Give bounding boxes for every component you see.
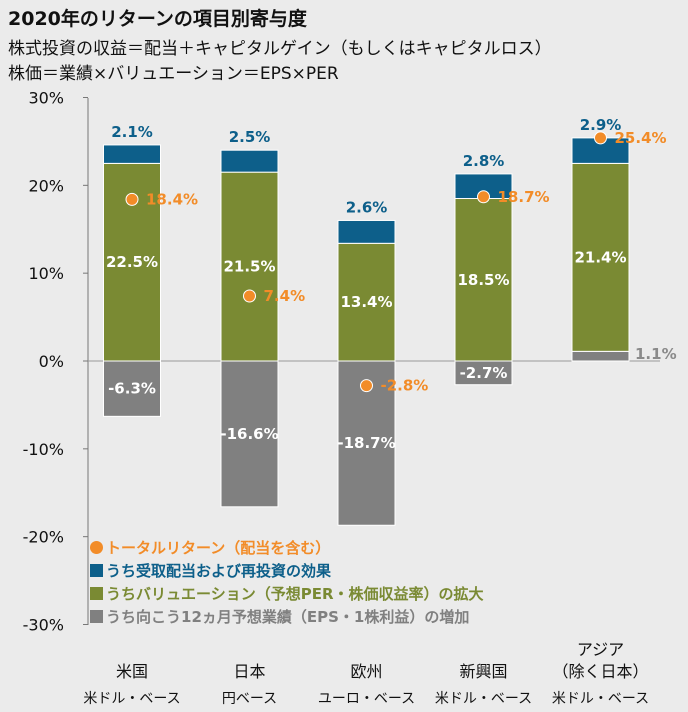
total-return-point [594, 131, 607, 145]
currency-base-label: 米ドル・ベース [551, 691, 650, 707]
label-total: 25.4% [615, 129, 667, 147]
bar-valuation [337, 242, 396, 362]
currency-base-label: 米ドル・ベース [83, 691, 181, 707]
bar-dividend [337, 219, 396, 244]
x-category-label: 新興国 [459, 662, 508, 681]
subtitle-formula-1: 株式投資の収益＝配当＋キャピタルゲイン（もしくはキャピタルロス） [8, 39, 552, 59]
currency-base-label: 円ベース [221, 691, 278, 707]
label-eps: -18.7% [337, 434, 395, 452]
x-category-label: 米国 [115, 662, 148, 681]
y-tick-label: 10% [28, 264, 64, 283]
label-eps: -6.3% [108, 380, 156, 398]
legend-item-total: トータルリターン（配当を含む） [90, 537, 484, 560]
label-total: -2.8% [381, 377, 429, 395]
label-valuation: 21.5% [223, 258, 275, 276]
label-eps: -16.6% [220, 425, 278, 443]
label-dividend: 2.5% [229, 128, 271, 146]
legend-item-valuation: うちバリュエーション（予想PER・株価収益率）の拡大 [90, 583, 484, 606]
bar-eps [220, 360, 279, 508]
y-tick-label: -10% [23, 440, 64, 459]
legend-label: うち向こう12ヵ月予想業績（EPS・1株利益）の増加 [106, 608, 470, 626]
label-eps: 1.1% [635, 345, 677, 363]
legend-swatch-dividend [90, 564, 103, 577]
label-dividend: 2.9% [580, 116, 622, 134]
label-valuation: 21.4% [574, 248, 626, 266]
bar-eps [103, 360, 161, 417]
total-return-point [125, 192, 139, 206]
y-tick-label: 0% [39, 352, 64, 371]
legend-item-eps: うち向こう12ヵ月予想業績（EPS・1株利益）の増加 [90, 606, 484, 629]
legend-item-dividend: うち受取配当および再投資の効果 [90, 560, 484, 583]
bar-valuation [220, 171, 279, 362]
currency-base-label: 米ドル・ベース [434, 691, 533, 707]
total-return-point [360, 379, 373, 393]
label-dividend: 2.1% [111, 123, 153, 141]
legend: トータルリターン（配当を含む） うち受取配当および再投資の効果 うちバリュエーシ… [90, 537, 484, 629]
label-dividend: 2.6% [346, 198, 388, 216]
y-tick-label: 30% [28, 89, 64, 108]
label-total: 18.7% [498, 188, 550, 206]
subtitle-formula-2: 株価＝業績×バリュエーション＝EPS×PER [8, 64, 339, 84]
x-category-label: アジア [576, 640, 625, 659]
legend-swatch-eps [90, 610, 103, 623]
x-category-label: 日本 [233, 662, 266, 681]
y-tick-label: -20% [23, 528, 64, 547]
y-tick-label: 20% [28, 176, 64, 195]
total-return-point [477, 190, 490, 204]
label-dividend: 2.8% [463, 152, 505, 170]
x-category-label: （除く日本） [552, 662, 649, 681]
bar-valuation [571, 162, 630, 352]
bar-eps [571, 350, 630, 362]
x-category-label: 欧州 [350, 662, 383, 681]
bar-dividend [220, 149, 279, 173]
legend-swatch-total [90, 541, 103, 554]
currency-base-label: ユーロ・ベース [317, 691, 416, 707]
label-total: 7.4% [264, 287, 306, 305]
total-return-point [243, 289, 256, 303]
label-valuation: 18.5% [457, 271, 509, 289]
legend-swatch-valuation [90, 587, 103, 600]
chart-title: 2020年のリターンの項目別寄与度 [8, 8, 307, 30]
bar-dividend [103, 144, 161, 164]
label-valuation: 22.5% [106, 253, 158, 271]
legend-label: トータルリターン（配当を含む） [106, 539, 331, 557]
y-tick-label: -30% [23, 616, 64, 635]
legend-label: うちバリュエーション（予想PER・株価収益率）の拡大 [106, 585, 484, 603]
bar-valuation [454, 198, 513, 362]
label-eps: -2.7% [460, 364, 508, 382]
label-total: 18.4% [146, 190, 198, 208]
legend-label: うち受取配当および再投資の効果 [106, 562, 332, 580]
label-valuation: 13.4% [340, 293, 392, 311]
